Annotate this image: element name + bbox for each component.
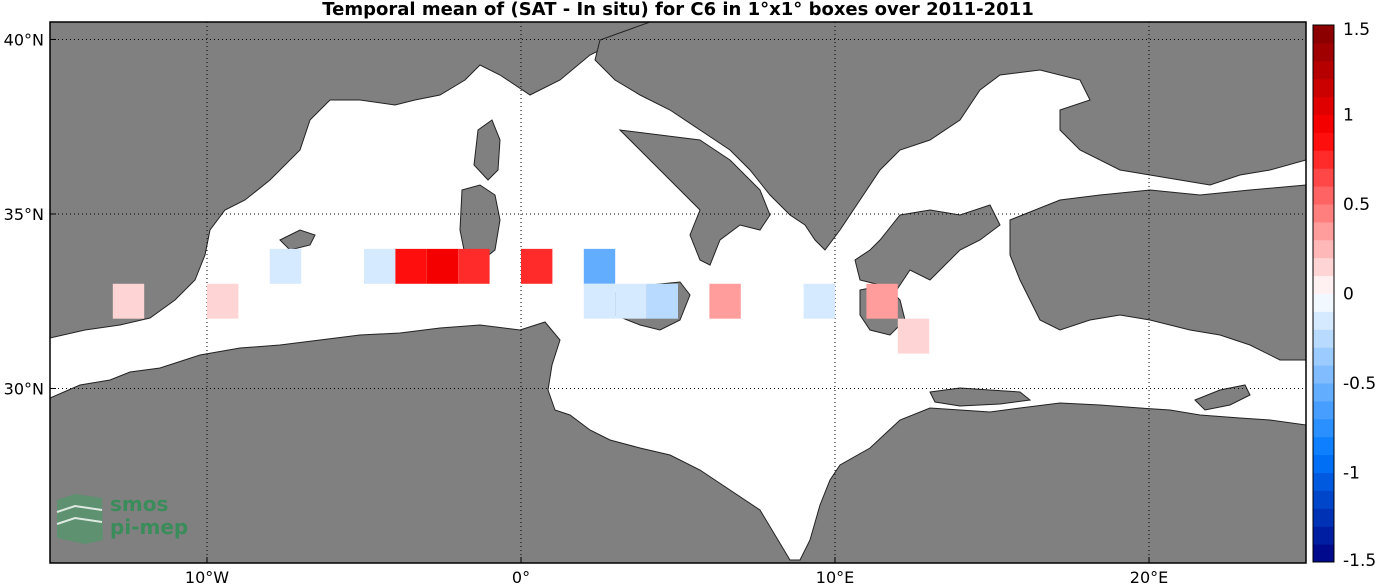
colorbar-step: [1313, 168, 1334, 187]
land-masses: [50, 22, 1306, 563]
land-balearics: [279, 229, 316, 251]
colorbar-frame: [1312, 24, 1335, 563]
colorbar-step: [1313, 25, 1334, 44]
data-cell: [897, 318, 930, 354]
colorbar-step: [1313, 42, 1334, 62]
colorbar-tick-label: 1.5: [1343, 20, 1370, 40]
data-cell: [364, 248, 396, 284]
colorbar-labels: 1.5 1 0.5 0 -0.5 -1 -1.5: [1343, 20, 1376, 571]
colorbar-step: [1313, 186, 1334, 205]
latitude-labels: 30°N 35°N 40°N: [4, 30, 56, 398]
lat-tick-label: 30°N: [4, 379, 44, 398]
data-cell: [583, 283, 616, 319]
land-cyprus: [1194, 384, 1251, 411]
land-europe-west: [50, 22, 651, 339]
graticule: [50, 22, 1306, 563]
colorbar-step: [1313, 311, 1334, 330]
land-anatolia: [1009, 184, 1306, 361]
colorbar-step: [1313, 150, 1334, 169]
map-area: [50, 22, 1306, 563]
land-sardinia: [459, 184, 501, 263]
colorbar-step: [1313, 114, 1334, 133]
data-cell: [269, 248, 302, 284]
land-europe-east: [594, 22, 1306, 266]
smos-logo: smos pi-mep: [56, 492, 188, 544]
colorbar-tick-label: 0: [1343, 285, 1354, 305]
colorbar-step: [1313, 132, 1334, 151]
colorbar-step: [1313, 204, 1334, 223]
colorbar-step: [1313, 383, 1334, 402]
longitude-labels: 10°W 0° 10°E 20°E: [185, 557, 1168, 586]
colorbar-step: [1313, 418, 1334, 438]
colorbar-tick-label: 1: [1343, 106, 1354, 126]
data-cell: [458, 248, 490, 284]
land-greece: [854, 204, 1001, 301]
lon-tick-label: 10°W: [185, 568, 229, 586]
data-cell: [803, 283, 835, 319]
lat-tick-label: 35°N: [4, 205, 44, 224]
data-cell: [207, 283, 239, 319]
lon-tick-label: 20°E: [1130, 568, 1168, 586]
colorbar-step: [1313, 454, 1334, 473]
colorbar-step: [1313, 472, 1334, 491]
colorbar-step: [1313, 347, 1334, 366]
lat-tick-label: 40°N: [4, 30, 44, 49]
data-cell: [521, 248, 553, 284]
data-cell: [583, 248, 616, 284]
colorbar-step: [1313, 400, 1334, 420]
colorbar-tick-label: -1: [1343, 464, 1360, 484]
lon-tick-label: 10°E: [816, 568, 854, 586]
colorbar-step: [1313, 329, 1334, 348]
map-title: Temporal mean of (SAT - In situ) for C6 …: [322, 0, 1034, 20]
colorbar-step: [1313, 96, 1334, 115]
colorbar-tick-label: -0.5: [1343, 374, 1376, 394]
data-cell: [395, 248, 427, 284]
logo-line-pi-mep: pi-mep: [110, 515, 188, 539]
colorbar: [1313, 25, 1334, 563]
map-frame: [49, 21, 1307, 564]
colorbar-step: [1313, 365, 1334, 384]
colorbar-step: [1313, 526, 1334, 545]
colorbar-step: [1313, 544, 1334, 563]
colorbar-tick-label: -1.5: [1343, 551, 1376, 571]
colorbar-step: [1313, 239, 1334, 259]
colorbar-step: [1313, 221, 1334, 241]
logo-line-smos: smos: [110, 492, 168, 516]
data-cell: [709, 283, 741, 319]
colorbar-step: [1313, 275, 1334, 294]
colorbar-step: [1313, 490, 1334, 509]
data-cell: [615, 283, 647, 319]
colorbar-step: [1313, 257, 1334, 277]
data-cell: [426, 248, 459, 284]
colorbar-step: [1313, 60, 1334, 80]
land-north-africa: [50, 321, 1306, 563]
colorbar-step: [1313, 293, 1334, 312]
lon-tick-label: 0°: [512, 568, 530, 586]
colorbar-step: [1313, 78, 1334, 98]
land-corsica: [473, 119, 501, 181]
data-cell: [866, 283, 898, 319]
data-cells: [112, 248, 930, 354]
data-cell: [646, 283, 678, 319]
colorbar-step: [1313, 436, 1334, 456]
colorbar-tick-label: 0.5: [1343, 195, 1370, 215]
colorbar-step: [1313, 508, 1334, 527]
data-cell: [112, 283, 145, 319]
